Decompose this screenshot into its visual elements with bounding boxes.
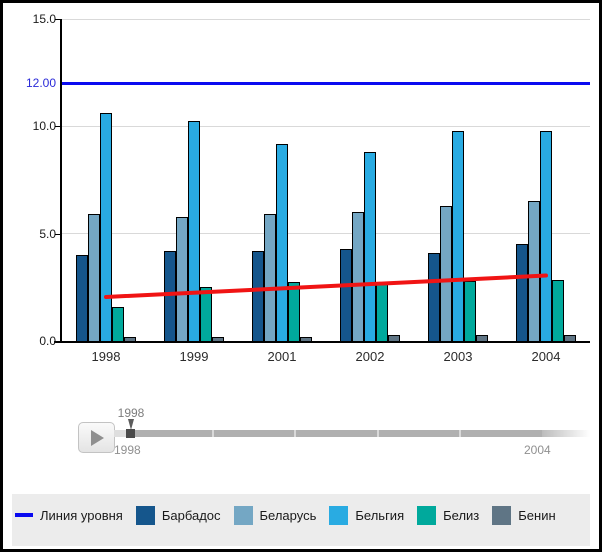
- slider-track-leading: [114, 430, 129, 437]
- legend-swatch: [417, 505, 437, 525]
- x-axis: [54, 341, 590, 343]
- legend-label: Барбадос: [161, 507, 221, 523]
- x-tick-label: 1999: [179, 349, 209, 364]
- legend-label: Белиз: [443, 507, 480, 523]
- slider-segment-divider: [294, 430, 297, 437]
- grid-line: [62, 125, 590, 127]
- slider-track-fade: [542, 430, 590, 437]
- level-line: [62, 81, 590, 85]
- bar-Белиз[interactable]: [464, 280, 476, 341]
- bar-Белиз[interactable]: [552, 279, 564, 341]
- legend-item-Барбадос[interactable]: Барбадос: [135, 505, 221, 525]
- bar-Бенин[interactable]: [212, 336, 224, 341]
- legend-item-Белиз[interactable]: Белиз: [417, 505, 480, 525]
- slider-end-label: 2004: [524, 443, 551, 457]
- bar-Белиз[interactable]: [112, 306, 124, 341]
- y-tick-label: 0.0: [39, 334, 56, 348]
- bar-Беларусь[interactable]: [440, 205, 452, 341]
- bar-Беларусь[interactable]: [352, 212, 364, 341]
- bar-Беларусь[interactable]: [176, 216, 188, 341]
- play-icon: [91, 430, 104, 446]
- legend-label: Линия уровня: [40, 507, 123, 523]
- y-tick-label: 5.0: [39, 226, 56, 241]
- legend-swatch: [135, 505, 155, 525]
- slider-tooltip: 1998: [117, 406, 145, 420]
- legend-label: Бенин: [518, 507, 556, 523]
- bar-Беларусь[interactable]: [264, 214, 276, 341]
- y-axis: [60, 19, 62, 343]
- y-tick-label: 10.0: [32, 119, 56, 134]
- y-tick: [55, 19, 61, 20]
- x-tick-label: 2004: [531, 349, 561, 364]
- legend-swatch: [15, 513, 33, 517]
- bar-Бельгия[interactable]: [452, 130, 464, 341]
- bar-Бельгия[interactable]: [100, 113, 112, 341]
- y-tick: [55, 126, 61, 128]
- trend-line: [104, 273, 548, 299]
- x-tick-label: 2003: [443, 349, 473, 364]
- bar-Белиз[interactable]: [288, 281, 300, 341]
- bar-Беларусь[interactable]: [88, 214, 100, 341]
- slider-track[interactable]: [114, 430, 542, 437]
- bar-Бенин[interactable]: [388, 334, 400, 341]
- bar-Бельгия[interactable]: [276, 143, 288, 341]
- slider-segment-divider: [376, 430, 379, 437]
- bar-Барбадос[interactable]: [516, 244, 528, 341]
- x-tick-label: 1998: [91, 349, 121, 364]
- legend-item-Бенин[interactable]: Бенин: [492, 505, 556, 525]
- y-tick-label: 15.0: [32, 12, 56, 26]
- bar-Бельгия[interactable]: [364, 152, 376, 341]
- slider-segment-divider: [211, 430, 214, 437]
- legend-label: Бельгия: [355, 507, 405, 523]
- x-tick-label: 2001: [267, 349, 297, 364]
- legend: Линия уровня Барбадос Беларусь Бельгия Белиз…: [12, 494, 590, 546]
- bar-Беларусь[interactable]: [528, 201, 540, 341]
- slider-start-label: 1998: [114, 443, 141, 457]
- bar-Бенин[interactable]: [124, 336, 136, 341]
- y-tick: [55, 341, 61, 342]
- bar-Барбадос[interactable]: [428, 253, 440, 341]
- bar-Барбадос[interactable]: [76, 255, 88, 341]
- legend-label: Беларусь: [259, 507, 317, 523]
- bar-Барбадос[interactable]: [252, 250, 264, 341]
- bar-Бенин[interactable]: [476, 334, 488, 341]
- bar-Белиз[interactable]: [200, 287, 212, 341]
- y-tick: [55, 233, 61, 235]
- legend-item-Линия уровня[interactable]: Линия уровня: [15, 508, 123, 523]
- grid-line: [62, 18, 590, 20]
- slider-handle[interactable]: [126, 429, 135, 438]
- bar-Барбадос[interactable]: [340, 248, 352, 341]
- x-tick-label: 2002: [355, 349, 385, 364]
- level-line-label: 12.00: [25, 76, 56, 91]
- bar-Бельгия[interactable]: [188, 120, 200, 341]
- play-button[interactable]: [78, 422, 115, 453]
- grid-line: [62, 233, 590, 235]
- slider-tooltip-stem: [128, 419, 134, 430]
- legend-swatch: [329, 505, 349, 525]
- bar-Бельгия[interactable]: [540, 130, 552, 341]
- legend-item-Беларусь[interactable]: Беларусь: [233, 505, 317, 525]
- plot-area: [62, 18, 590, 341]
- bar-Бенин[interactable]: [564, 334, 576, 341]
- bar-Бенин[interactable]: [300, 336, 312, 341]
- slider-segment-divider: [459, 430, 462, 437]
- legend-swatch: [233, 505, 253, 525]
- legend-item-Бельгия[interactable]: Бельгия: [329, 505, 405, 525]
- legend-swatch: [492, 505, 512, 525]
